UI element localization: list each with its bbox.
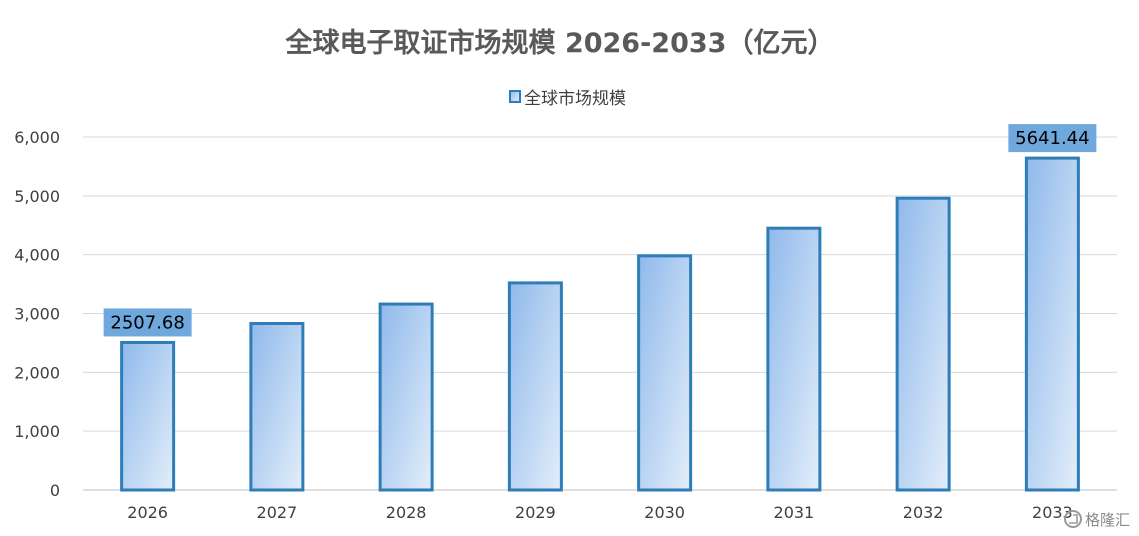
chart-title: 全球电子取证市场规模 2026-2033（亿元）: [285, 27, 835, 59]
bar: [766, 226, 822, 492]
bar: [249, 322, 305, 492]
data-label: 2507.68: [110, 312, 184, 333]
bar: [120, 340, 176, 492]
glh-logo-icon: [1064, 510, 1082, 528]
y-tick-label: 4,000: [14, 246, 60, 265]
x-tick-label: 2033: [1032, 503, 1073, 522]
data-labels: 2507.68 5641.44: [103, 124, 1097, 337]
bar: [507, 281, 563, 492]
y-tick-label: 1,000: [14, 422, 60, 441]
y-tick-label: 2,000: [14, 363, 60, 382]
data-label-box: [103, 308, 192, 337]
legend-label: 全球市场规模: [524, 89, 626, 109]
gridlines: [83, 136, 1117, 491]
x-tick-label: 2027: [257, 503, 298, 522]
y-axis-ticks: 0 1,000 2,000 3,000 4,000 5,000 6,000: [14, 128, 60, 500]
bar: [1024, 156, 1080, 492]
x-tick-label: 2032: [903, 503, 944, 522]
x-tick-label: 2026: [127, 503, 168, 522]
x-tick-label: 2030: [644, 503, 685, 522]
x-tick-label: 2028: [386, 503, 427, 522]
data-label-box: [1008, 124, 1097, 153]
x-axis-ticks: 2026 2027 2028 2029 2030 2031 2032 2033: [127, 503, 1072, 522]
x-tick-label: 2031: [774, 503, 815, 522]
watermark-text: 格隆汇: [1085, 511, 1130, 529]
legend: 全球市场规模: [509, 89, 626, 109]
bars: [120, 156, 1080, 492]
bar: [637, 254, 693, 492]
watermark: 格隆汇: [1064, 510, 1130, 529]
y-tick-label: 0: [50, 481, 60, 500]
x-tick-label: 2029: [515, 503, 556, 522]
y-tick-label: 5,000: [14, 187, 60, 206]
y-tick-label: 3,000: [14, 305, 60, 324]
bar: [378, 302, 434, 492]
legend-swatch: [509, 90, 521, 103]
bar: [895, 196, 951, 492]
y-tick-label: 6,000: [14, 128, 60, 147]
data-label: 5641.44: [1015, 128, 1089, 149]
